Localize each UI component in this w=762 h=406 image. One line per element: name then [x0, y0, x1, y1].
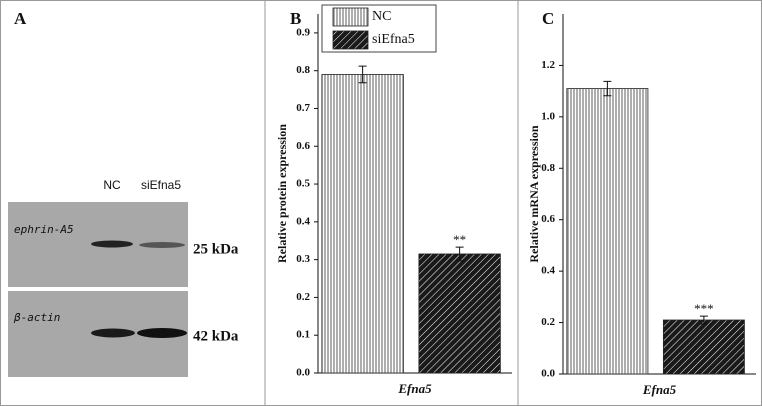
bar — [321, 74, 404, 374]
band — [91, 328, 135, 338]
band — [137, 328, 187, 338]
legend-label: NC — [372, 9, 391, 24]
error-bar — [603, 80, 612, 97]
panel-label: C — [542, 9, 554, 28]
band — [139, 242, 185, 248]
y-tick-label: 0.9 — [296, 26, 310, 38]
y-tick-label: 0.2 — [296, 291, 310, 303]
lane-label: NC — [103, 178, 121, 192]
y-tick-label: 0.0 — [541, 368, 555, 380]
bar — [566, 88, 649, 375]
legend-swatch — [332, 30, 369, 50]
blot-name: β-actin — [13, 311, 60, 324]
y-tick-label: 0.4 — [541, 265, 555, 277]
y-tick-label: 0.3 — [296, 253, 310, 265]
y-axis-label: Relative protein expression — [275, 124, 289, 263]
significance: ** — [453, 232, 466, 247]
blot-size: 42 kDa — [193, 328, 239, 344]
y-tick-label: 0.5 — [296, 178, 310, 190]
blot-name: ephrin-A5 — [14, 223, 74, 236]
legend-swatch — [332, 7, 369, 27]
y-tick-label: 0.7 — [296, 102, 310, 114]
error-bar — [699, 315, 708, 325]
y-axis-label: Relative mRNA expression — [527, 125, 541, 262]
bar — [662, 319, 745, 375]
y-tick-label: 0.6 — [296, 140, 310, 152]
y-tick-label: 0.8 — [296, 64, 310, 76]
significance: *** — [694, 301, 714, 316]
error-bar — [455, 246, 464, 262]
y-tick-label: 0.8 — [541, 162, 555, 174]
lane-label: siEfna5 — [141, 178, 181, 192]
bar — [418, 253, 501, 374]
error-bar — [358, 65, 367, 84]
y-tick-label: 1.2 — [541, 59, 555, 71]
y-tick-label: 0.4 — [296, 215, 310, 227]
x-tick-label: Efna5 — [642, 382, 677, 397]
x-tick-label: Efna5 — [397, 381, 432, 396]
y-tick-label: 0.2 — [541, 316, 555, 328]
y-tick-label: 1.0 — [541, 110, 555, 122]
legend-label: siEfna5 — [372, 32, 415, 47]
blot-size: 25 kDa — [193, 241, 239, 257]
y-tick-label: 0.6 — [541, 213, 555, 225]
panel-a: A NC siEfna5 ephrin-A5 25 kDa β-actin 42… — [8, 9, 239, 377]
band — [91, 240, 133, 248]
y-tick-label: 0.0 — [296, 367, 310, 379]
y-tick-label: 0.1 — [296, 329, 310, 341]
panel-label: B — [290, 9, 301, 28]
panel-label: A — [14, 9, 27, 28]
